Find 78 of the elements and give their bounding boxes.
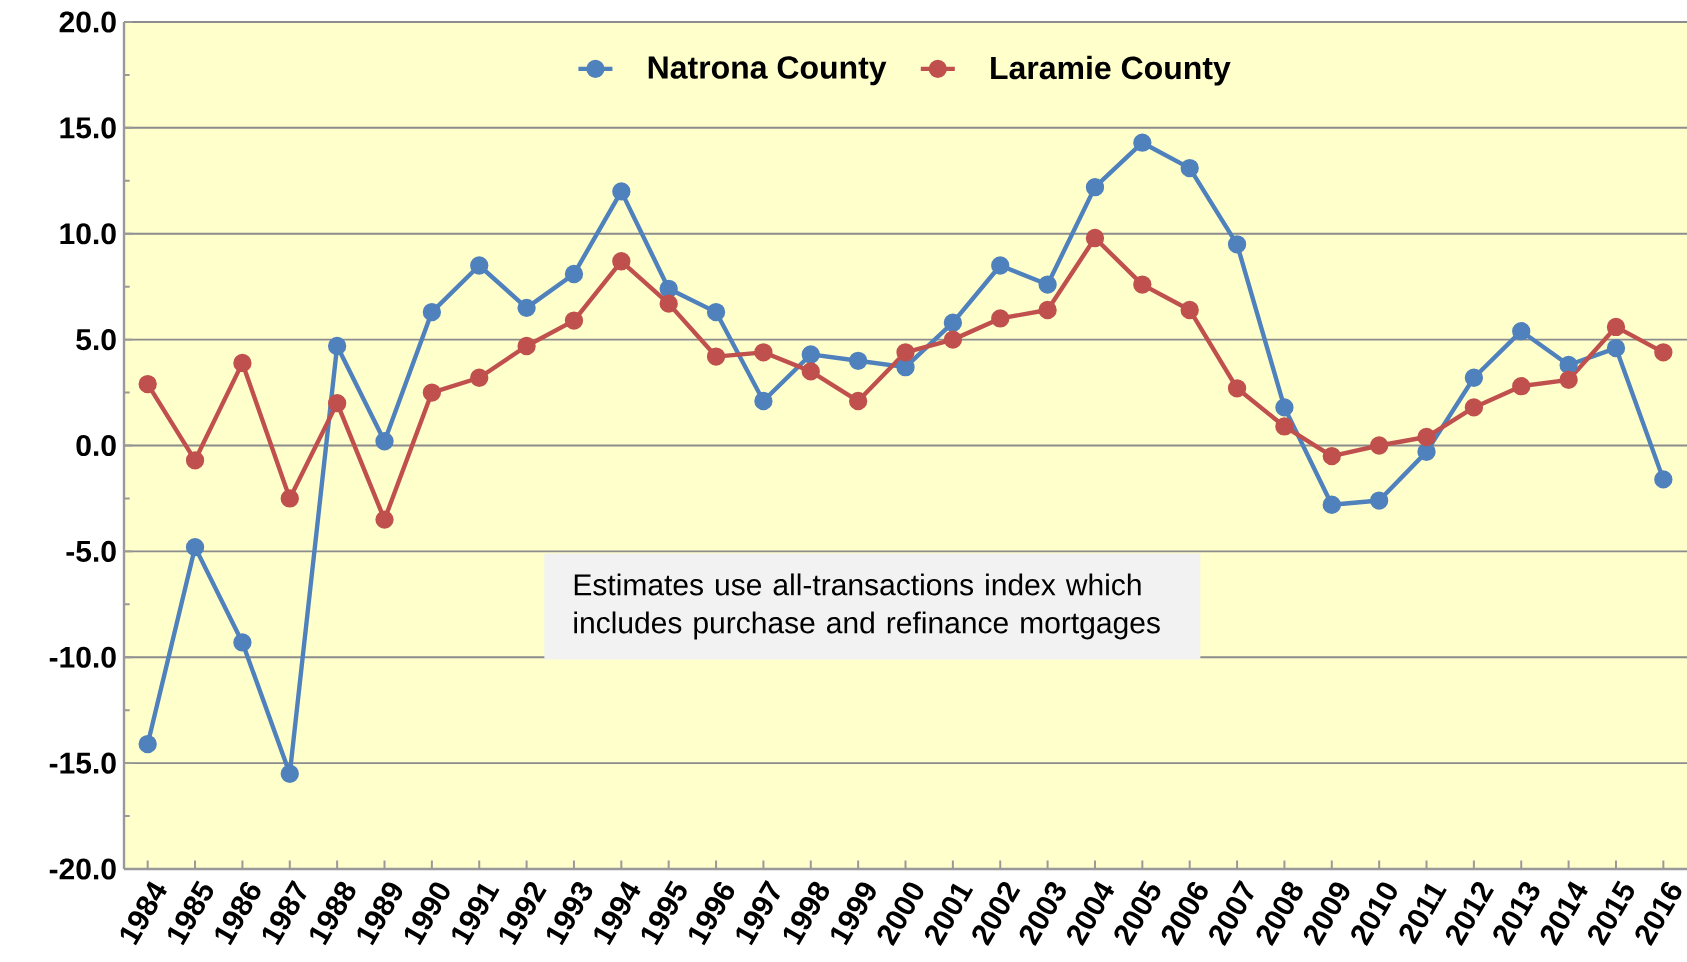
point (1369, 436, 1389, 455)
point (470, 256, 489, 275)
point (1369, 491, 1389, 510)
y-tick-label: -15.0 (49, 752, 116, 774)
point (1227, 235, 1247, 254)
point (185, 537, 205, 557)
point (801, 362, 820, 381)
y-tick-label: -5.0 (66, 540, 116, 562)
point (896, 343, 915, 362)
point (1464, 368, 1484, 387)
point (943, 313, 963, 332)
point (1085, 178, 1105, 197)
point (1417, 427, 1436, 447)
point (564, 264, 584, 284)
point (1275, 398, 1294, 417)
point (754, 391, 773, 411)
point (327, 393, 347, 413)
point (991, 256, 1010, 275)
point (280, 489, 299, 508)
point (754, 343, 773, 362)
point (1038, 300, 1057, 320)
point (896, 357, 915, 377)
point (848, 351, 868, 370)
y-tick-label: 10.0 (60, 223, 116, 245)
point (1512, 377, 1531, 396)
point (706, 302, 726, 322)
point (1464, 398, 1484, 417)
y-tick-label: -10.0 (49, 646, 116, 668)
point (1322, 495, 1341, 514)
point (233, 633, 252, 652)
point (1654, 343, 1673, 362)
point (659, 294, 678, 313)
point (991, 309, 1010, 328)
point (517, 336, 536, 356)
annotation: Estimates use all-transactions index which includes purchase and refinance mortgages (574, 573, 1160, 640)
point (1654, 470, 1673, 489)
point (1559, 370, 1578, 390)
legend-label: Natrona County (648, 56, 887, 86)
point (422, 383, 442, 402)
point (801, 345, 820, 364)
point (706, 347, 726, 366)
y-tick-label: -20.0 (49, 858, 116, 880)
point (848, 391, 868, 411)
point (612, 182, 631, 201)
point (1180, 300, 1199, 320)
point (1227, 379, 1247, 398)
point (1559, 355, 1578, 375)
point (1085, 228, 1105, 248)
point (375, 510, 394, 529)
point (517, 298, 536, 318)
y-tick-label: 15.0 (60, 117, 116, 139)
point (280, 764, 299, 783)
point (564, 311, 584, 330)
point (943, 330, 963, 349)
point (138, 734, 157, 754)
point (327, 336, 347, 356)
point (1606, 317, 1626, 337)
point (1512, 321, 1531, 341)
point (375, 432, 394, 451)
point (1133, 275, 1152, 294)
y-tick-label: 5.0 (76, 329, 116, 351)
point (1322, 446, 1341, 466)
legend-label: Laramie County (991, 55, 1231, 86)
point (659, 279, 678, 298)
point (1275, 417, 1294, 436)
point (1180, 158, 1199, 178)
point (1133, 133, 1152, 152)
point (1606, 338, 1626, 358)
point (185, 451, 205, 470)
point (138, 374, 157, 394)
y-tick-label: 20.0 (59, 11, 116, 33)
point (612, 252, 631, 271)
point (1038, 275, 1057, 294)
point (1417, 442, 1436, 462)
point (233, 353, 252, 373)
point (422, 302, 442, 322)
point (470, 368, 489, 387)
y-tick-label: 0.0 (76, 434, 116, 457)
